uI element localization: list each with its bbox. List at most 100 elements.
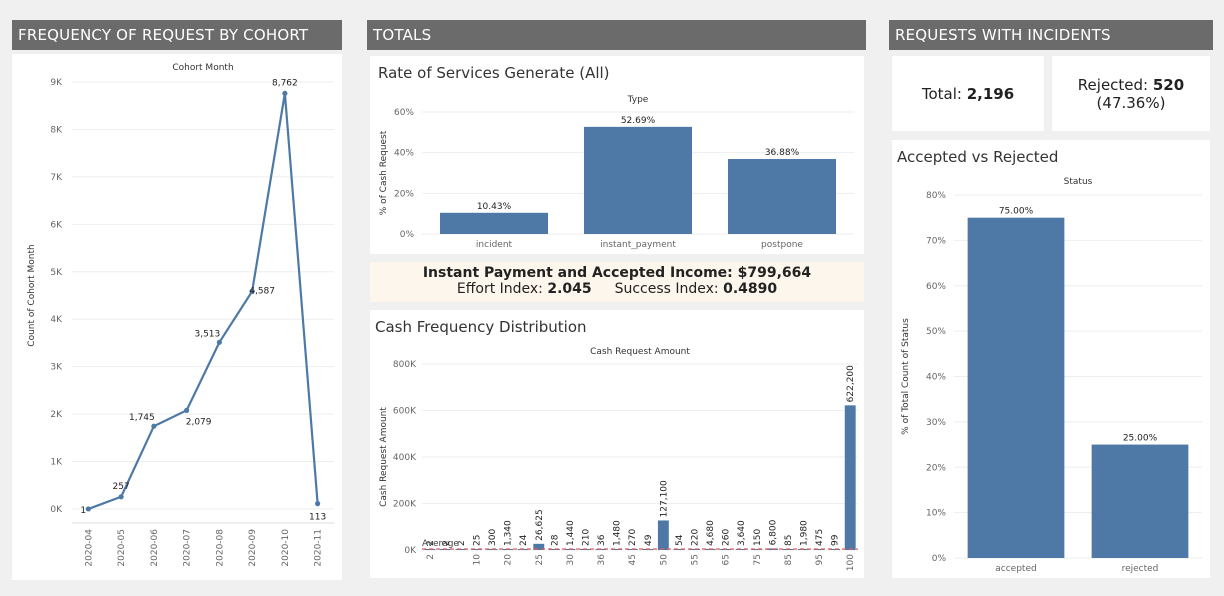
data-label: 49 (644, 534, 654, 546)
data-label: 210 (582, 529, 592, 546)
x-tick-label: rejected (1122, 564, 1159, 574)
bar (689, 549, 700, 550)
data-label: 3,513 (194, 329, 220, 339)
data-label: 1,480 (613, 520, 623, 546)
y-tick-label: 400K (393, 453, 417, 463)
y-tick-label: 40% (926, 373, 946, 383)
x-tick-label: 45 (628, 554, 638, 565)
rejected-kpi: Rejected: 520 (47.36%) (1052, 56, 1210, 131)
data-label: 36 (597, 534, 607, 546)
y-tick-label: 200K (393, 500, 417, 510)
data-label: 10.43% (477, 202, 512, 212)
rate-bar-chart: Type % of Cash Request 0% 20% 40% 60% 10.43% in… (379, 95, 854, 250)
y-tick-label: 50% (926, 327, 946, 337)
bar (829, 549, 841, 550)
cohort-line-chart: Cohort Month Count of Cohort Month 0K 1K 2K 3… (27, 63, 334, 567)
incidents-panel-header: REQUESTS WITH INCIDENTS (889, 20, 1213, 50)
data-label: 26,625 (535, 509, 545, 541)
data-label: 24 (519, 534, 529, 546)
x-tick-label: 36 (597, 554, 607, 566)
data-label: 220 (691, 529, 701, 546)
y-tick-label: 10% (926, 509, 946, 519)
bar (548, 549, 560, 550)
rejected-value: 520 (1152, 75, 1185, 94)
average-label: Average (422, 539, 459, 549)
data-label: 475 (815, 529, 825, 546)
data-label: 2 (426, 540, 436, 546)
rate-card: Rate of Services Generate (All) Type % of… (370, 56, 864, 254)
x-tick-label: 20 (504, 554, 514, 566)
bar (673, 549, 685, 550)
bar (611, 549, 623, 550)
total-value: 2,196 (966, 84, 1015, 103)
x-tick-label: 100 (846, 554, 856, 571)
data-label: 1,340 (504, 520, 514, 546)
rejected-kpi-text: Rejected: 520 (1078, 76, 1184, 94)
data-label: 75.00% (999, 207, 1034, 217)
x-tick-label: 10 (473, 554, 483, 566)
x-tick-label: 75 (753, 554, 763, 565)
data-label: 4,587 (249, 286, 275, 296)
bar (440, 212, 548, 234)
data-label: 257 (113, 482, 130, 492)
bar (735, 549, 747, 550)
cash-card: Cash Frequency Distribution Cash Request… (370, 310, 864, 578)
data-label: 622,200 (846, 365, 856, 402)
data-label: 150 (753, 529, 763, 546)
x-tick-label: instant_payment (600, 240, 676, 250)
data-label: 1,745 (129, 413, 155, 423)
data-label: 54 (675, 534, 685, 546)
status-bar-chart: Status % of Total Count of Status 0% 10% 20%… (901, 177, 1202, 574)
income-line: Instant Payment and Accepted Income: $79… (422, 265, 812, 281)
effort-label: Effort Index: (456, 281, 548, 297)
index-line: Effort Index: 2.045 Success Index: 0.489… (370, 281, 864, 297)
y-tick-label: 1K (50, 458, 63, 468)
data-label: 3,640 (737, 520, 747, 546)
data-label: 2 (457, 540, 467, 546)
bar (471, 549, 482, 550)
chart-title: Cash Request Amount (590, 347, 690, 357)
data-point (282, 90, 288, 96)
y-tick-label: 600K (393, 407, 417, 417)
effort-value: 2.045 (547, 281, 592, 297)
y-axis-label: Count of Cohort Month (27, 244, 37, 346)
data-point (184, 407, 190, 413)
bar (813, 549, 825, 550)
x-tick-label: accepted (995, 564, 1036, 574)
data-label: 52.69% (621, 116, 656, 126)
bar (728, 159, 836, 234)
y-axis-label: % of Total Count of Status (901, 318, 911, 435)
data-label: 127,100 (659, 480, 669, 517)
data-label: 2,079 (186, 417, 212, 427)
data-label: 300 (488, 529, 498, 546)
y-tick-label: 800K (393, 360, 417, 370)
bar (967, 217, 1065, 558)
y-tick-label: 0K (404, 546, 417, 556)
data-label: 1 (80, 506, 86, 516)
y-tick-label: 30% (926, 418, 946, 428)
data-point (151, 423, 157, 429)
y-tick-label: 8K (50, 125, 63, 135)
x-tick-label: 2020-07 (183, 529, 193, 567)
success-label: Success Index: (614, 281, 724, 297)
data-point (315, 501, 321, 507)
data-point (85, 506, 91, 512)
chart-title: Cohort Month (172, 63, 233, 73)
bar (751, 549, 763, 550)
cohort-panel-header: FREQUENCY OF REQUEST BY COHORT (12, 20, 342, 50)
data-label: 2 (441, 540, 451, 546)
bar (595, 549, 607, 550)
y-tick-label: 0% (400, 230, 415, 240)
bar (844, 405, 856, 550)
cohort-card: Cohort Month Count of Cohort Month 0K 1K 2K 3… (12, 54, 342, 580)
y-tick-label: 0% (932, 554, 947, 564)
total-kpi-text: Total: 2,196 (922, 85, 1014, 103)
y-tick-label: 40% (394, 149, 414, 159)
data-label: 8,762 (272, 78, 298, 88)
y-axis-label: Cash Request Amount (379, 407, 389, 507)
y-axis-label: % of Cash Request (379, 130, 389, 215)
x-tick-label: 2 (426, 554, 436, 560)
x-tick-label: 2020-11 (314, 529, 324, 567)
data-label: 113 (309, 513, 326, 523)
x-tick-label: postpone (761, 240, 803, 250)
